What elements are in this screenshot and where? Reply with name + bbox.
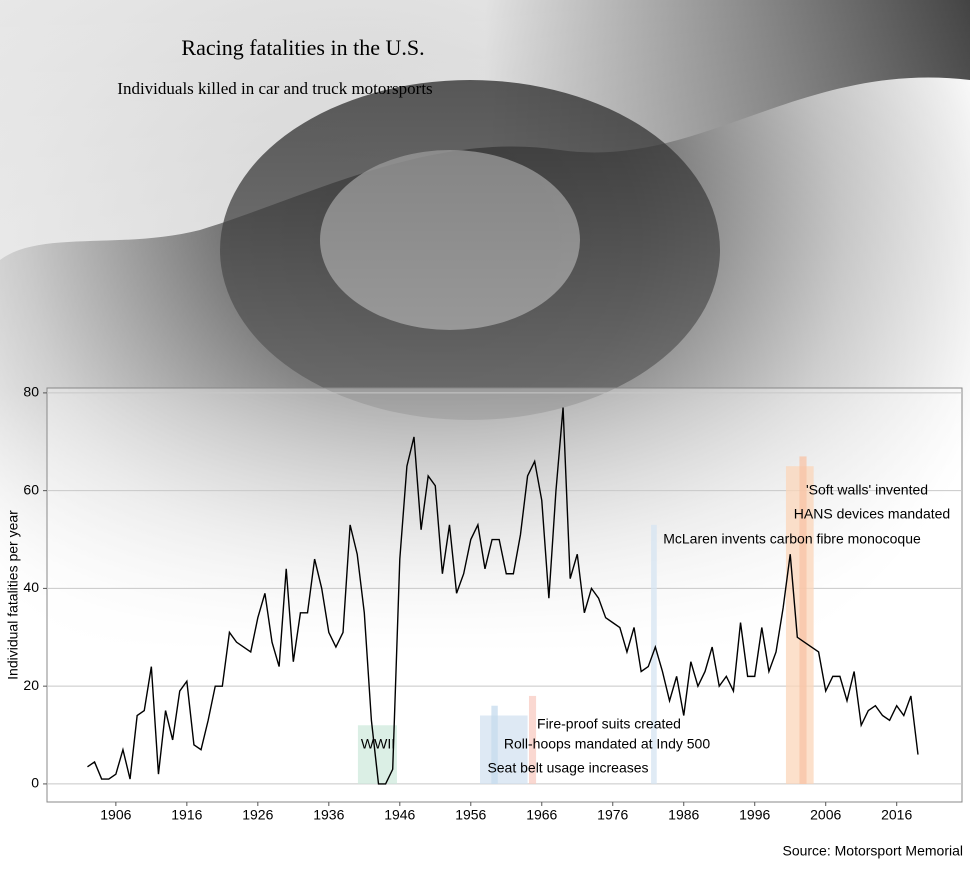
annotation-band bbox=[480, 715, 528, 784]
chart-title: Racing fatalities in the U.S. bbox=[181, 35, 424, 60]
annotation-label: 'Soft walls' invented bbox=[806, 482, 928, 498]
x-tick-label: 2006 bbox=[810, 807, 841, 823]
annotation-band bbox=[491, 705, 498, 784]
x-tick-label: 1966 bbox=[526, 807, 557, 823]
annotation-label: WWII bbox=[361, 736, 395, 752]
annotation-band bbox=[799, 456, 807, 784]
annotation-label: HANS devices mandated bbox=[794, 506, 950, 522]
data-line bbox=[87, 407, 919, 785]
x-tick-label: 1906 bbox=[100, 807, 131, 823]
x-tick-label: 1996 bbox=[739, 807, 770, 823]
annotation-label: Roll-hoops mandated at Indy 500 bbox=[504, 736, 710, 752]
y-tick-label: 0 bbox=[31, 775, 39, 791]
annotation-label: McLaren invents carbon fibre monocoque bbox=[663, 531, 921, 547]
y-tick-label: 60 bbox=[23, 481, 39, 497]
chart-subtitle: Individuals killed in car and truck moto… bbox=[117, 79, 432, 98]
x-tick-label: 1976 bbox=[597, 807, 628, 823]
x-tick-label: 1936 bbox=[313, 807, 344, 823]
annotation-band bbox=[528, 695, 537, 784]
x-tick-label: 2016 bbox=[881, 807, 912, 823]
source-note: Source: Motorsport Memorial bbox=[782, 843, 963, 859]
y-tick-label: 40 bbox=[23, 579, 39, 595]
x-tick-label: 1956 bbox=[455, 807, 486, 823]
x-tick-label: 1926 bbox=[242, 807, 273, 823]
annotation-band bbox=[651, 524, 657, 784]
annotation-label: Seat belt usage increases bbox=[487, 760, 648, 776]
annotation-label: Fire-proof suits created bbox=[537, 716, 681, 732]
y-tick-label: 80 bbox=[23, 384, 39, 400]
x-tick-label: 1986 bbox=[668, 807, 699, 823]
x-tick-label: 1946 bbox=[384, 807, 415, 823]
y-axis-label: Individual fatalities per year bbox=[5, 510, 21, 680]
x-tick-label: 1916 bbox=[171, 807, 202, 823]
y-tick-label: 20 bbox=[23, 677, 39, 693]
